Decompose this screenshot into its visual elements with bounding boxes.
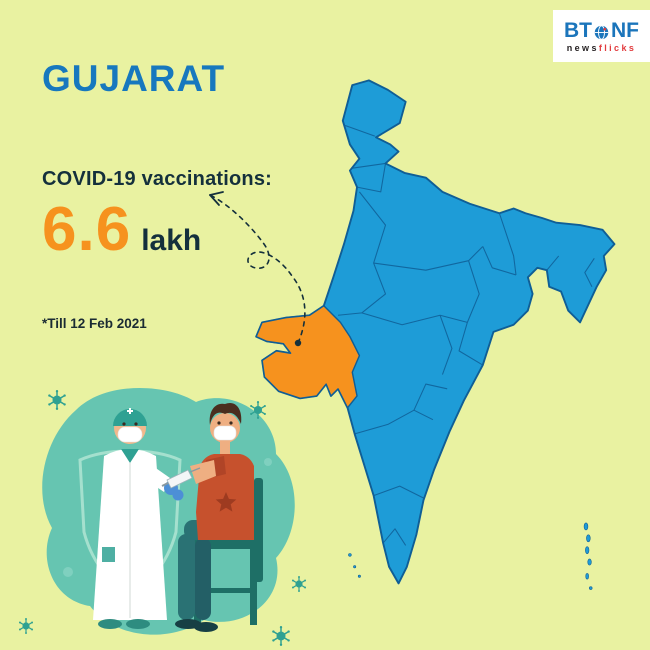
virus-icon [47,389,67,411]
virus-icon [271,625,291,647]
virus-icon [18,617,34,635]
vaccination-illustration [18,387,307,647]
syringe-plunger [161,482,169,487]
doctor-shoe [98,619,122,629]
patient-eye [217,421,221,425]
blob-bubble [63,567,73,577]
logo: BT NF newsflicks [553,10,650,62]
stats-value: 6.6 [42,195,132,264]
patient-leg [195,538,211,620]
doctor-figure [93,408,201,629]
stats-footnote: *Till 12 Feb 2021 [42,316,147,331]
island-chains [348,522,593,590]
logo-wordmark: BT NF [564,20,639,41]
state-borders [337,124,595,546]
patient-neck [220,440,230,456]
doctor-eye [122,422,126,426]
doctor-mask [117,426,143,443]
coat-pocket [102,547,115,562]
patient-arm [190,460,216,484]
patient-hair [209,402,242,425]
state-title: GUJARAT [42,58,226,99]
patient-eye [229,421,233,425]
doctor-cap [113,409,147,426]
logo-tagline-flicks: flicks [598,42,637,53]
cap-cross [129,408,131,414]
doctor-shoe [126,619,150,629]
shirt-star [215,492,237,512]
patient-shoe [194,622,218,632]
globe-icon [594,23,609,40]
logo-nf-text: NF [611,18,639,42]
patient-figure [175,402,254,632]
doctor-eye [134,422,138,426]
stats-unit: lakh [141,224,202,257]
logo-tagline: newsflicks [566,42,637,53]
virus-icon [291,575,307,593]
blob-bubble [264,458,272,466]
logo-tagline-news: news [566,42,599,53]
logo-bt-text: BT [564,18,592,42]
doctor-collar [121,449,139,463]
patient-mask [213,425,237,441]
stats-block: COVID-19 vaccinations: 6.6 lakh [42,168,272,261]
doctor-glove [172,489,184,501]
stats-value-row: 6.6 lakh [42,199,272,261]
syringe-barrel [166,469,193,489]
patient-leg [178,534,195,620]
stats-label: COVID-19 vaccinations: [42,168,273,190]
syringe-needle [189,467,201,473]
